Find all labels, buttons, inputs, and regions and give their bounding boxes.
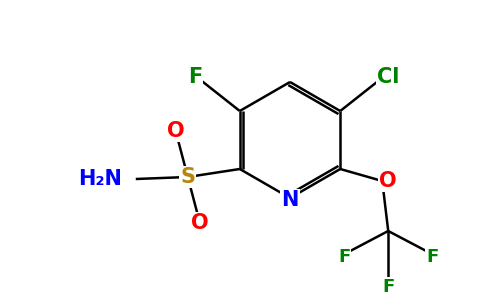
Text: F: F [338,248,350,266]
Text: F: F [188,67,202,87]
Text: F: F [426,248,439,266]
Text: O: O [167,121,184,141]
Text: O: O [191,213,209,233]
Text: O: O [379,171,397,191]
Text: Cl: Cl [377,67,399,87]
Text: S: S [180,167,195,187]
Text: F: F [382,278,394,296]
Text: N: N [281,190,299,210]
Text: H₂N: H₂N [78,169,122,189]
